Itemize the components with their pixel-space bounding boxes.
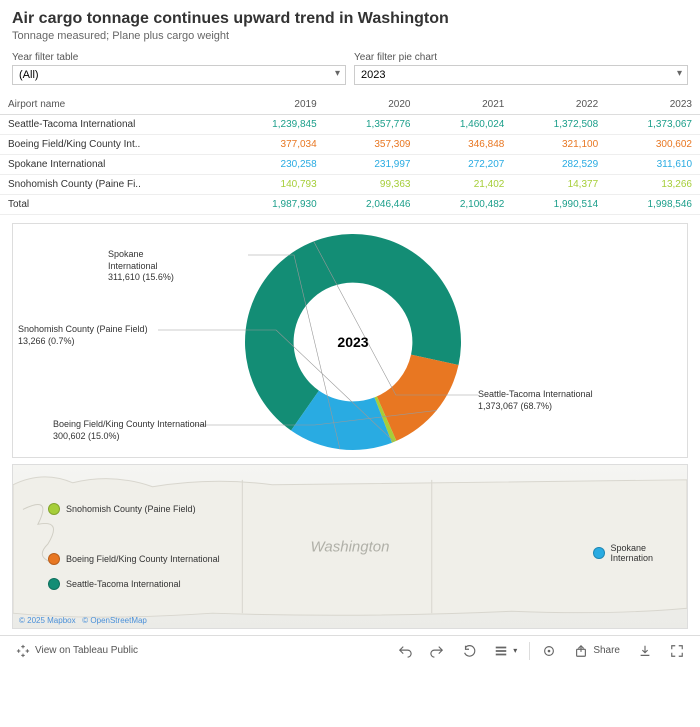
marker-label: Seattle-Tacoma International [66,579,181,589]
view-on-tableau-label: View on Tableau Public [35,645,138,656]
table-total-row: Total1,987,9302,046,4462,100,4821,990,51… [0,195,700,215]
filter-pie-label: Year filter pie chart [354,52,688,63]
donut-callout: SpokaneInternational311,610 (15.6%) [108,249,174,284]
share-icon [574,644,588,658]
settings-icon [494,644,508,658]
mapbox-link[interactable]: © 2025 Mapbox [19,616,76,625]
map-attribution: © 2025 Mapbox © OpenStreetMap [19,616,147,625]
map-state-label: Washington [311,538,390,555]
download-icon [638,644,652,658]
filter-table-select[interactable]: (All) [12,65,346,85]
table-row[interactable]: Seattle-Tacoma International1,239,8451,3… [0,115,700,135]
marker-label: Snohomish County (Paine Field) [66,504,196,514]
table-header[interactable]: Airport name [0,95,231,115]
share-button[interactable]: Share [566,640,628,662]
fullscreen-icon [670,644,684,658]
donut-callout: Snohomish County (Paine Field)13,266 (0.… [18,324,148,347]
osm-link[interactable]: © OpenStreetMap [82,616,147,625]
donut-callout: Seattle-Tacoma International1,373,067 (6… [478,389,593,412]
table-header[interactable]: 2019 [231,95,325,115]
table-header[interactable]: 2021 [419,95,513,115]
map-marker[interactable]: Spokane Internation [593,543,687,563]
redo-icon [430,644,444,658]
undo-icon [398,644,412,658]
table-row[interactable]: Snohomish County (Paine Fi..140,79399,36… [0,175,700,195]
map-marker[interactable]: Seattle-Tacoma International [48,578,181,590]
filter-table-label: Year filter table [12,52,346,63]
tableau-icon [16,644,30,658]
reset-icon [462,644,476,658]
reset-button[interactable] [454,640,484,662]
watch-button[interactable] [534,640,564,662]
donut-callout: Boeing Field/King County International30… [53,419,207,442]
marker-dot-icon [48,578,60,590]
table-header[interactable]: 2022 [512,95,606,115]
download-button[interactable] [630,640,660,662]
map-marker[interactable]: Snohomish County (Paine Field) [48,503,196,515]
undo-button[interactable] [390,640,420,662]
filter-pie-select[interactable]: 2023 [354,65,688,85]
marker-dot-icon [593,547,605,559]
donut-chart: SpokaneInternational311,610 (15.6%) Snoho… [12,223,688,458]
table-row[interactable]: Boeing Field/King County Int..377,034357… [0,135,700,155]
view-on-tableau-button[interactable]: View on Tableau Public [8,640,146,662]
table-header[interactable]: 2023 [606,95,700,115]
map[interactable]: Washington Snohomish County (Paine Field… [12,464,688,629]
toolbar: View on Tableau Public ▾ Share [0,635,700,665]
donut-center-label: 2023 [337,334,368,350]
marker-label: Spokane Internation [611,543,688,563]
table-row[interactable]: Spokane International230,258231,997272,2… [0,155,700,175]
share-label: Share [593,645,620,656]
watch-icon [542,644,556,658]
map-marker[interactable]: Boeing Field/King County International [48,553,220,565]
marker-dot-icon [48,503,60,515]
settings-dropdown[interactable]: ▾ [486,640,525,662]
data-table: Airport name20192020202120222023 Seattle… [0,95,700,215]
redo-button[interactable] [422,640,452,662]
table-header[interactable]: 2020 [325,95,419,115]
marker-label: Boeing Field/King County International [66,554,220,564]
page-subtitle: Tonnage measured; Plane plus cargo weigh… [12,30,688,42]
marker-dot-icon [48,553,60,565]
fullscreen-button[interactable] [662,640,692,662]
page-title: Air cargo tonnage continues upward trend… [12,10,688,28]
